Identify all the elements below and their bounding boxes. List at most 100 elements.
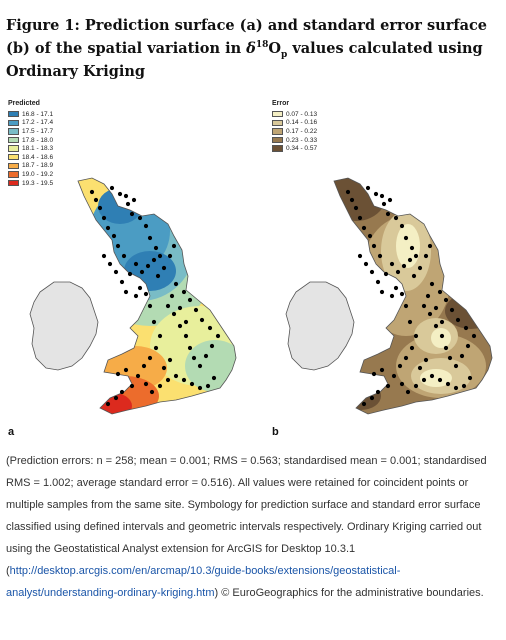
prediction-legend-items: 16.8 - 17.1 17.2 - 17.4 17.5 - 17.7 17.8 - …: [8, 110, 53, 187]
caption-text: (Prediction errors: n = 258; mean = 0.00…: [6, 455, 487, 577]
sample-point: [393, 215, 399, 221]
sample-point: [467, 375, 473, 381]
error-legend-item: 0.34 - 0.57: [272, 144, 317, 153]
sample-point: [161, 265, 167, 271]
sample-point: [141, 363, 147, 369]
prediction-legend-title: Predicted: [8, 100, 40, 107]
sample-point: [395, 269, 401, 275]
sample-point: [157, 253, 163, 259]
sample-point: [369, 395, 375, 401]
sample-point: [181, 289, 187, 295]
sample-point: [113, 395, 119, 401]
prediction-legend-item: 16.8 - 17.1: [8, 110, 53, 119]
prediction-legend-label: 18.7 - 18.9: [22, 162, 54, 170]
sample-point: [437, 377, 443, 383]
sample-point: [211, 375, 217, 381]
panel-label-a: a: [8, 426, 15, 438]
sample-point: [161, 365, 167, 371]
prediction-legend-item: 19.0 - 19.2: [8, 170, 53, 179]
error-legend-item: 0.23 - 0.33: [272, 136, 317, 145]
error-map: [272, 114, 498, 424]
error-legend-swatch: [272, 119, 283, 127]
sample-point: [153, 245, 159, 251]
sample-point: [387, 197, 393, 203]
sample-point: [107, 261, 113, 267]
sample-point: [443, 297, 449, 303]
prediction-legend-label: 17.2 - 17.4: [22, 119, 54, 127]
sample-point: [143, 291, 149, 297]
sample-point: [149, 389, 155, 395]
sample-point: [105, 401, 111, 407]
prediction-legend-swatch: [8, 111, 19, 118]
sample-point: [105, 225, 111, 231]
sample-point: [123, 289, 129, 295]
sample-point: [389, 261, 395, 267]
sample-point: [429, 373, 435, 379]
sample-point: [345, 189, 351, 195]
sample-point: [401, 263, 407, 269]
error-legend-label: 0.23 - 0.33: [286, 136, 318, 144]
sample-point: [143, 381, 149, 387]
sample-point: [399, 381, 405, 387]
sample-point: [409, 245, 415, 251]
error-legend-title: Error: [272, 100, 290, 107]
sample-point: [399, 223, 405, 229]
sample-point: [375, 279, 381, 285]
sample-point: [119, 389, 125, 395]
maps-canvas: [16, 114, 498, 424]
sample-point: [385, 383, 391, 389]
sample-point: [165, 377, 171, 383]
sample-point: [123, 193, 129, 199]
error-legend-label: 0.07 - 0.13: [286, 110, 318, 118]
sample-point: [433, 305, 439, 311]
maps-figure: Predicted 16.8 - 17.1 17.2 - 17.4 17.5 - 1…: [0, 96, 506, 442]
error-legend-label: 0.34 - 0.57: [286, 145, 318, 153]
sample-point: [397, 363, 403, 369]
sample-point: [191, 355, 197, 361]
sample-point: [145, 263, 151, 269]
isotope-superscript: 18: [255, 40, 269, 51]
sample-point: [373, 191, 379, 197]
sample-point: [453, 385, 459, 391]
sample-point: [111, 233, 117, 239]
oxygen-symbol: O: [268, 40, 282, 57]
sample-point: [157, 383, 163, 389]
sample-point: [429, 281, 435, 287]
sample-point: [425, 293, 431, 299]
sample-point: [183, 333, 189, 339]
sample-point: [193, 307, 199, 313]
sample-point: [173, 281, 179, 287]
sample-point: [189, 381, 195, 387]
sample-point: [153, 345, 159, 351]
sample-point: [109, 185, 115, 191]
sample-point: [93, 197, 99, 203]
sample-point: [399, 291, 405, 297]
delta-symbol: δ: [246, 40, 256, 57]
sample-point: [129, 383, 135, 389]
sample-point: [403, 355, 409, 361]
sample-point: [361, 401, 367, 407]
sample-point: [443, 345, 449, 351]
sample-point: [101, 253, 107, 259]
sample-point: [169, 293, 175, 299]
sample-point: [187, 297, 193, 303]
sample-point: [353, 205, 359, 211]
sample-point: [369, 269, 375, 275]
prediction-legend-swatch: [8, 171, 19, 178]
sample-point: [417, 365, 423, 371]
sample-point: [147, 303, 153, 309]
sample-point: [89, 189, 95, 195]
prediction-legend-item: 19.3 - 19.5: [8, 179, 53, 188]
sample-point: [151, 257, 157, 263]
prediction-legend-item: 17.8 - 18.0: [8, 136, 53, 145]
sample-point: [379, 367, 385, 373]
sample-point: [413, 333, 419, 339]
sample-point: [405, 389, 411, 395]
kriging-reference-link[interactable]: http://desktop.arcgis.com/en/arcmap/10.3…: [6, 565, 401, 599]
sample-point: [403, 303, 409, 309]
sample-point: [427, 243, 433, 249]
sample-point: [461, 383, 467, 389]
error-legend-swatch: [272, 111, 283, 118]
sample-point: [147, 235, 153, 241]
sample-point: [403, 235, 409, 241]
